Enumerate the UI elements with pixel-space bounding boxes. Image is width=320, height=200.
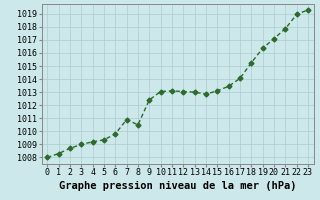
X-axis label: Graphe pression niveau de la mer (hPa): Graphe pression niveau de la mer (hPa) (59, 181, 296, 191)
